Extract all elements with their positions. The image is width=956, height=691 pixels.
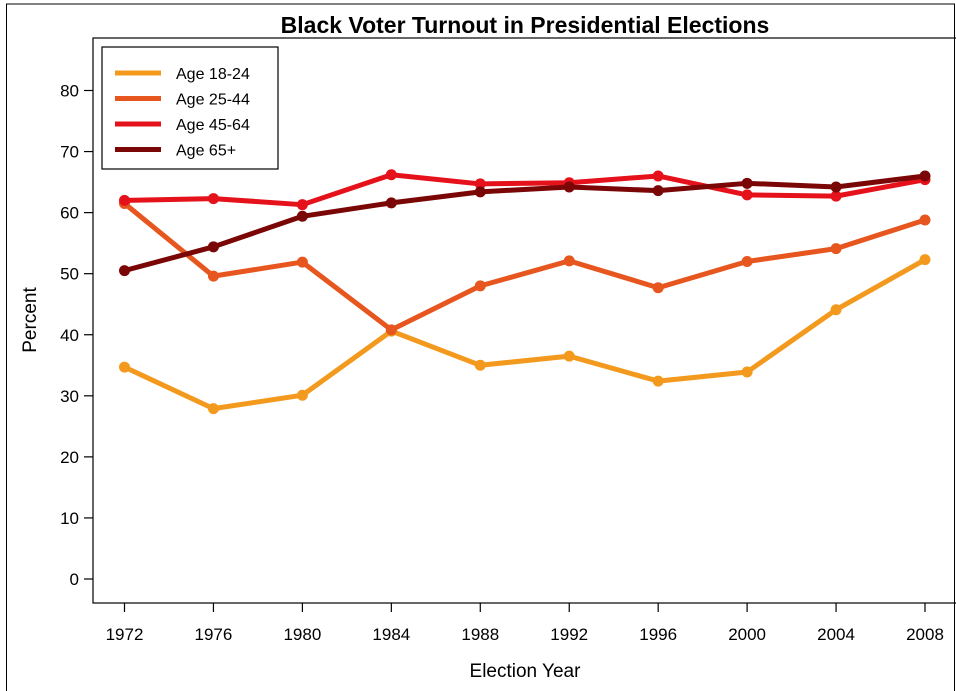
x-tick-label: 2004 (817, 625, 855, 644)
data-point (119, 265, 130, 277)
x-axis-title: Election Year (470, 661, 582, 682)
data-point (741, 189, 753, 201)
data-point (652, 282, 664, 294)
y-axis: 0 10 20 30 40 50 60 70 80 (60, 82, 93, 589)
y-tick-label: 40 (60, 326, 79, 345)
y-tick-label: 70 (60, 143, 79, 162)
data-point (296, 389, 308, 401)
series-line (122, 257, 928, 412)
data-point (563, 255, 575, 267)
x-tick-label: 1988 (461, 625, 499, 644)
data-point (563, 181, 575, 193)
data-point (385, 197, 397, 209)
data-point (207, 193, 219, 205)
data-point (741, 255, 753, 267)
x-tick-label: 1980 (283, 625, 321, 644)
data-point (296, 256, 308, 268)
data-point (830, 243, 842, 255)
y-tick-label: 60 (60, 204, 79, 223)
data-point (385, 324, 397, 336)
data-point (119, 361, 130, 373)
data-point (741, 177, 753, 189)
data-point (296, 199, 308, 211)
data-point (652, 185, 664, 197)
series-line (122, 172, 928, 208)
series-layer (119, 169, 931, 415)
x-tick-label: 1984 (372, 625, 410, 644)
data-point (474, 186, 486, 198)
data-point (919, 214, 931, 226)
legend-label: Age 65+ (176, 143, 236, 160)
y-axis-title: Percent (20, 287, 41, 353)
data-point (207, 270, 219, 282)
y-tick-label: 80 (60, 82, 79, 101)
x-tick-label: 2000 (728, 625, 766, 644)
y-tick-label: 50 (60, 265, 79, 284)
figure-border (6, 3, 955, 691)
data-point (563, 350, 575, 362)
legend-label: Age 25-44 (176, 92, 250, 109)
data-point (474, 178, 486, 190)
series-line (122, 200, 928, 333)
data-point (296, 210, 308, 222)
x-tick-label: 1976 (195, 625, 233, 644)
y-tick-label: 0 (70, 570, 79, 589)
data-point (474, 359, 486, 371)
y-tick-label: 30 (60, 387, 79, 406)
series-age-65- (119, 170, 931, 277)
data-point (830, 181, 842, 193)
data-point (830, 304, 842, 316)
x-tick-label: 1972 (106, 625, 144, 644)
legend: Age 18-24 Age 25-44 Age 45-64 Age 65+ (101, 46, 279, 170)
series-line (122, 173, 928, 274)
data-point (385, 169, 397, 181)
plot-frame (92, 37, 956, 604)
x-tick-label: 1996 (639, 625, 677, 644)
data-point (207, 403, 219, 415)
data-point (119, 194, 130, 206)
data-point (207, 241, 219, 253)
data-point (652, 375, 664, 387)
x-axis: 1972 1976 1980 1984 1988 1992 1996 2000 2004 2008 (106, 603, 944, 644)
data-point (919, 254, 931, 266)
series-age-25-44 (119, 197, 931, 336)
x-tick-label: 1992 (550, 625, 588, 644)
x-tick-label: 2008 (906, 625, 944, 644)
y-tick-label: 10 (60, 509, 79, 528)
data-point (474, 280, 486, 292)
chart-title: Black Voter Turnout in Presidential Elec… (281, 12, 770, 38)
data-point (830, 190, 842, 202)
y-tick-label: 20 (60, 448, 79, 467)
legend-label: Age 18-24 (176, 66, 250, 83)
legend-label: Age 45-64 (176, 117, 250, 134)
data-point (741, 366, 753, 378)
data-point (919, 170, 931, 182)
data-point (652, 170, 664, 182)
